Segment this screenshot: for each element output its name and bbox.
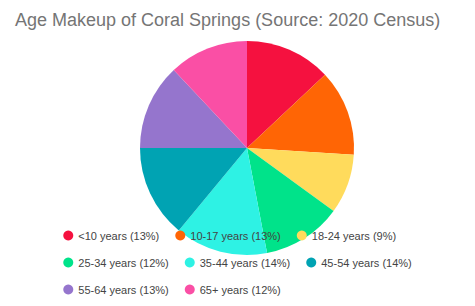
svg-text:25-34 years (12%): 25-34 years (12%): [78, 257, 169, 269]
svg-text:35-44 years (14%): 35-44 years (14%): [200, 257, 290, 269]
svg-text:10-17 years (13%): 10-17 years (13%): [190, 230, 280, 242]
svg-text:18-24 years (9%): 18-24 years (9%): [312, 230, 396, 242]
svg-text:65+ years (12%): 65+ years (12%): [200, 284, 281, 296]
svg-text:45-54 years (14%): 45-54 years (14%): [321, 257, 412, 269]
svg-text:<10 years (13%): <10 years (13%): [78, 230, 159, 242]
svg-text:55-64 years (13%): 55-64 years (13%): [78, 284, 169, 296]
svg-text:Age Makeup of Coral Springs (S: Age Makeup of Coral Springs (Source: 202…: [15, 10, 440, 30]
